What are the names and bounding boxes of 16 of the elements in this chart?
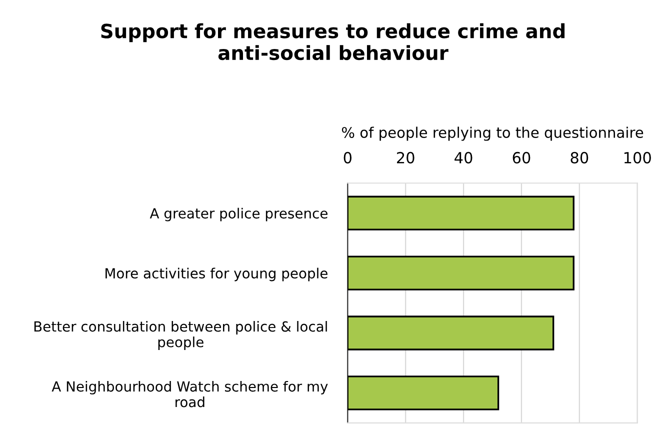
y-tick-label: Better consultation between police & local people xyxy=(34,320,327,350)
y-tick-label: A greater police presence xyxy=(150,208,328,222)
x-tick-label: 20 xyxy=(396,152,414,164)
x-tick-label: 100 xyxy=(624,152,651,164)
bar xyxy=(348,256,574,290)
x-tick-label: 40 xyxy=(454,152,472,164)
y-tick-label: More activities for young people xyxy=(106,268,328,282)
chart-title: Support for measures to reduce crime and anti-social behaviour xyxy=(101,23,565,60)
x-axis-title: % of people replying to the questionnaire xyxy=(342,126,644,141)
x-tick-label: 60 xyxy=(512,152,530,164)
bar xyxy=(348,316,554,350)
bar xyxy=(348,196,574,230)
y-tick-label: A Neighbourhood Watch scheme for my road xyxy=(52,380,328,408)
x-tick-label: 0 xyxy=(344,152,352,164)
bar xyxy=(348,376,500,410)
x-tick-label: 80 xyxy=(570,152,588,164)
